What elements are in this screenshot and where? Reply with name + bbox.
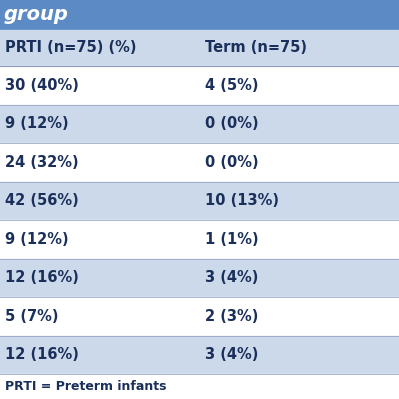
Text: 30 (40%): 30 (40%)	[5, 78, 79, 93]
Text: 10 (13%): 10 (13%)	[205, 193, 279, 208]
Text: PRTI = Preterm infants: PRTI = Preterm infants	[5, 380, 166, 393]
Text: PRTI (n=75) (%): PRTI (n=75) (%)	[5, 41, 136, 55]
Bar	[0, 259, 399, 297]
Text: 42 (56%): 42 (56%)	[5, 193, 79, 208]
Text: Term (n=75): Term (n=75)	[205, 41, 307, 55]
Bar	[0, 182, 399, 220]
Text: 0 (0%): 0 (0%)	[205, 155, 259, 170]
Text: 2 (3%): 2 (3%)	[205, 309, 259, 324]
Bar	[0, 143, 399, 182]
Text: 0 (0%): 0 (0%)	[205, 116, 259, 131]
Bar	[0, 0, 399, 30]
Text: 24 (32%): 24 (32%)	[5, 155, 79, 170]
Text: 1 (1%): 1 (1%)	[205, 232, 259, 247]
Bar	[0, 220, 399, 259]
Bar	[0, 336, 399, 374]
Text: group: group	[4, 6, 69, 24]
Text: 3 (4%): 3 (4%)	[205, 270, 259, 285]
Text: 9 (12%): 9 (12%)	[5, 116, 69, 131]
Text: 3 (4%): 3 (4%)	[205, 347, 259, 362]
Bar	[0, 30, 399, 66]
Text: 12 (16%): 12 (16%)	[5, 270, 79, 285]
Text: 9 (12%): 9 (12%)	[5, 232, 69, 247]
Bar	[0, 297, 399, 336]
Text: 5 (7%): 5 (7%)	[5, 309, 59, 324]
Bar	[0, 105, 399, 143]
Bar	[0, 66, 399, 105]
Bar	[0, 374, 399, 399]
Text: 12 (16%): 12 (16%)	[5, 347, 79, 362]
Text: 4 (5%): 4 (5%)	[205, 78, 259, 93]
